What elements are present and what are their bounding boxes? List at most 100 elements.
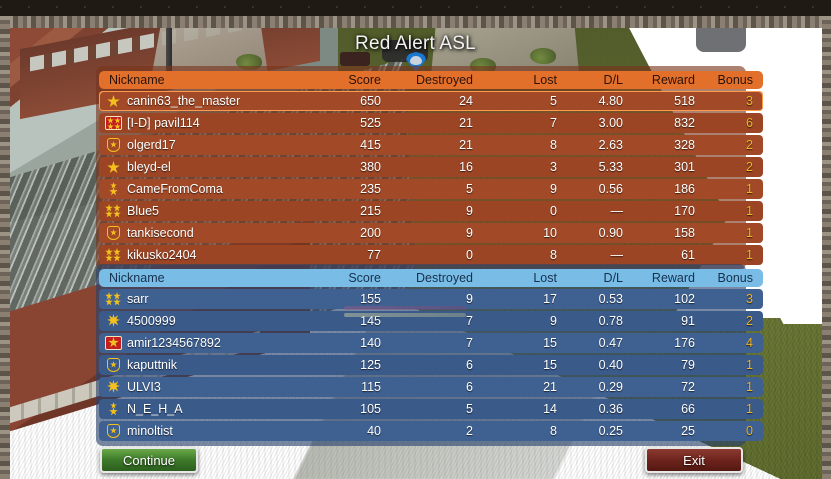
player-nickname: olgerd17	[127, 138, 176, 152]
cell-lost: 3	[483, 157, 567, 177]
cell-dl: 0.25	[567, 421, 633, 441]
cell-dl: 2.63	[567, 135, 633, 155]
cell-nickname[interactable]: olgerd17	[99, 135, 317, 155]
exit-button[interactable]: Exit	[645, 447, 743, 473]
table-row[interactable]: minoltist 40 2 8 0.25 25 0	[99, 421, 763, 441]
player-nickname: sarr	[127, 292, 149, 306]
rank-shield-star	[105, 424, 122, 438]
cell-nickname[interactable]: CameFromComa	[99, 179, 317, 199]
cell-lost: 17	[483, 289, 567, 309]
column-header-reward[interactable]: Reward	[633, 269, 705, 287]
cell-bonus: 6	[705, 113, 763, 133]
titlebar-dots	[0, 6, 831, 8]
cell-bonus: 1	[705, 201, 763, 221]
table-row[interactable]: CameFromComa 235 5 9 0.56 186 1	[99, 179, 763, 199]
column-header-nickname[interactable]: Nickname	[99, 71, 317, 89]
table-row[interactable]: kikusko2404 77 0 8—61 1	[99, 245, 763, 265]
blue-team-header-row: Nickname Score Destroyed Lost D/L Reward…	[99, 269, 763, 287]
table-row[interactable]: canin63_the_master 650 24 5 4.80 518 3	[99, 91, 763, 111]
cell-nickname[interactable]: tankisecond	[99, 223, 317, 243]
cell-nickname[interactable]: N_E_H_A	[99, 399, 317, 419]
cell-nickname[interactable]: kaputtnik	[99, 355, 317, 375]
cell-destroyed: 21	[391, 135, 483, 155]
table-row[interactable]: tankisecond 200 9 10 0.90 158 1	[99, 223, 763, 243]
table-row[interactable]: sarr 155 9 17 0.53 102 3	[99, 289, 763, 309]
table-row[interactable]: N_E_H_A 105 5 14 0.36 66 1	[99, 399, 763, 419]
column-header-destroyed[interactable]: Destroyed	[391, 71, 483, 89]
column-header-bonus[interactable]: Bonus	[705, 71, 763, 89]
page-title: Red Alert ASL	[355, 33, 476, 54]
column-header-destroyed[interactable]: Destroyed	[391, 269, 483, 287]
cell-nickname[interactable]: 4500999	[99, 311, 317, 331]
continue-button[interactable]: Continue	[100, 447, 198, 473]
column-header-lost[interactable]: Lost	[483, 71, 567, 89]
player-nickname: N_E_H_A	[127, 402, 183, 416]
cell-bonus: 2	[705, 157, 763, 177]
cell-reward: 66	[633, 399, 705, 419]
player-nickname: Blue5	[127, 204, 159, 218]
cell-reward: 91	[633, 311, 705, 331]
cell-nickname[interactable]: kikusko2404	[99, 245, 317, 265]
cell-lost: 15	[483, 355, 567, 375]
cell-reward: 301	[633, 157, 705, 177]
cell-bonus: 1	[705, 223, 763, 243]
cell-lost: 21	[483, 377, 567, 397]
rank-star-double	[105, 182, 122, 196]
cell-score: 415	[317, 135, 391, 155]
cell-lost: 7	[483, 113, 567, 133]
column-header-score[interactable]: Score	[317, 71, 391, 89]
player-nickname: CameFromComa	[127, 182, 223, 196]
table-row[interactable]: kaputtnik 125 6 15 0.40 79 1	[99, 355, 763, 375]
cell-score: 200	[317, 223, 391, 243]
window-titlebar	[0, 0, 831, 16]
cell-nickname[interactable]: ULVI3	[99, 377, 317, 397]
cell-bonus: 4	[705, 333, 763, 353]
table-row[interactable]: [I-D] pavil114 525 21 7 3.00 832 6	[99, 113, 763, 133]
cell-bonus: 1	[705, 355, 763, 375]
table-row[interactable]: ULVI3 115 6 21 0.29 72 1	[99, 377, 763, 397]
column-header-lost[interactable]: Lost	[483, 269, 567, 287]
red-team-panel: Nickname Score Destroyed Lost D/L Reward…	[96, 66, 763, 270]
cell-lost: 15	[483, 333, 567, 353]
friendly-tank	[340, 52, 370, 66]
cell-nickname[interactable]: minoltist	[99, 421, 317, 441]
column-header-dl[interactable]: D/L	[567, 269, 633, 287]
column-header-dl[interactable]: D/L	[567, 71, 633, 89]
player-nickname: [I-D] pavil114	[127, 116, 200, 130]
cell-bonus: 1	[705, 399, 763, 419]
rank-plaque-stars	[105, 116, 122, 130]
cell-nickname[interactable]: canin63_the_master	[99, 91, 317, 111]
player-nickname: minoltist	[127, 424, 173, 438]
cell-nickname[interactable]: sarr	[99, 289, 317, 309]
rank-star-single	[105, 160, 122, 174]
cell-score: 140	[317, 333, 391, 353]
cell-nickname[interactable]: [I-D] pavil114	[99, 113, 317, 133]
cell-nickname[interactable]: amir1234567892	[99, 333, 317, 353]
cell-reward: 158	[633, 223, 705, 243]
column-header-reward[interactable]: Reward	[633, 71, 705, 89]
rank-burst-star	[105, 314, 122, 328]
cell-nickname[interactable]: Blue5	[99, 201, 317, 221]
rank-shield-star	[105, 358, 122, 372]
cell-dl: —	[567, 201, 633, 221]
cell-nickname[interactable]: bleyd-el	[99, 157, 317, 177]
player-nickname: 4500999	[127, 314, 176, 328]
column-header-bonus[interactable]: Bonus	[705, 269, 763, 287]
rank-plaque-star	[105, 336, 122, 350]
cell-score: 380	[317, 157, 391, 177]
cell-bonus: 0	[705, 421, 763, 441]
health-bar	[344, 306, 466, 310]
table-row[interactable]: olgerd17 415 21 8 2.63 328 2	[99, 135, 763, 155]
red-team-rows: canin63_the_master 650 24 5 4.80 518 3 [I-D] pa…	[99, 91, 763, 265]
column-header-nickname[interactable]: Nickname	[99, 269, 317, 287]
table-row[interactable]: Blue5 215 9 0—170 1	[99, 201, 763, 221]
table-row[interactable]: amir1234567892 140 7 15 0.47 176 4	[99, 333, 763, 353]
player-nickname: ULVI3	[127, 380, 161, 394]
rank-star-quad	[105, 204, 122, 218]
cell-dl: 0.47	[567, 333, 633, 353]
rank-star-quad	[105, 292, 122, 306]
cell-lost: 10	[483, 223, 567, 243]
table-row[interactable]: bleyd-el 380 16 3 5.33 301 2	[99, 157, 763, 177]
column-header-score[interactable]: Score	[317, 269, 391, 287]
